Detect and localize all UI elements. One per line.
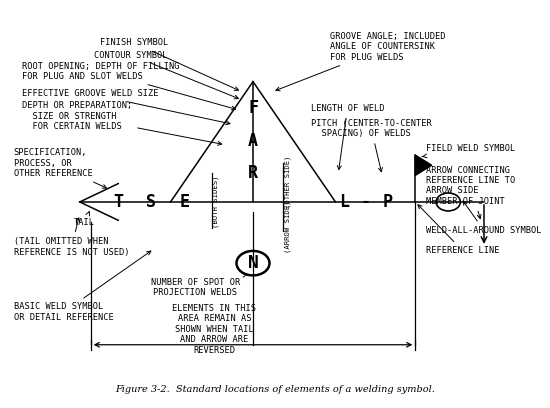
Text: ARROW CONNECTING
REFERENCE LINE TO
ARROW SIDE
MEMBER OF JOINT: ARROW CONNECTING REFERENCE LINE TO ARROW… <box>426 166 515 219</box>
Text: L: L <box>339 193 349 211</box>
Text: A: A <box>248 132 258 150</box>
Text: REFERENCE LINE: REFERENCE LINE <box>418 205 500 255</box>
Text: ROOT OPENING; DEPTH OF FILLING
FOR PLUG AND SLOT WELDS: ROOT OPENING; DEPTH OF FILLING FOR PLUG … <box>22 62 235 110</box>
Text: CONTOUR SYMBOL: CONTOUR SYMBOL <box>94 51 238 99</box>
Text: LENGTH OF WELD: LENGTH OF WELD <box>311 104 384 170</box>
Polygon shape <box>415 155 432 175</box>
Text: ELEMENTS IN THIS
AREA REMAIN AS
SHOWN WHEN TAIL
AND ARROW ARE
REVERSED: ELEMENTS IN THIS AREA REMAIN AS SHOWN WH… <box>173 304 256 355</box>
Text: E: E <box>179 193 189 211</box>
Text: P: P <box>383 193 393 211</box>
Text: (BOTH SIDES): (BOTH SIDES) <box>213 176 219 228</box>
Text: FIELD WELD SYMBOL: FIELD WELD SYMBOL <box>422 144 515 158</box>
Text: S: S <box>146 193 156 211</box>
Text: Figure 3-2.  Standard locations of elements of a welding symbol.: Figure 3-2. Standard locations of elemen… <box>115 385 435 394</box>
Text: -: - <box>361 193 371 211</box>
Text: PITCH (CENTER-TO-CENTER
  SPACING) OF WELDS: PITCH (CENTER-TO-CENTER SPACING) OF WELD… <box>311 119 432 172</box>
Text: BASIC WELD SYMBOL
OR DETAIL REFERENCE: BASIC WELD SYMBOL OR DETAIL REFERENCE <box>14 251 151 322</box>
Text: DEPTH OR PREPARATION;
  SIZE OR STRENGTH
  FOR CERTAIN WELDS: DEPTH OR PREPARATION; SIZE OR STRENGTH F… <box>22 101 222 145</box>
Text: FINISH SYMBOL: FINISH SYMBOL <box>100 38 239 91</box>
Text: GROOVE ANGLE; INCLUDED
ANGLE OF COUNTERSINK
FOR PLUG WELDS: GROOVE ANGLE; INCLUDED ANGLE OF COUNTERS… <box>276 32 446 91</box>
Text: R: R <box>248 164 258 182</box>
Text: SPECIFICATION,
PROCESS, OR
OTHER REFERENCE: SPECIFICATION, PROCESS, OR OTHER REFEREN… <box>14 148 107 188</box>
Text: (OTHER SIDE): (OTHER SIDE) <box>284 155 291 208</box>
Text: TAIL: TAIL <box>74 212 95 227</box>
Text: (TAIL OMITTED WHEN
REFERENCE IS NOT USED): (TAIL OMITTED WHEN REFERENCE IS NOT USED… <box>14 218 129 257</box>
Text: EFFECTIVE GROOVE WELD SIZE: EFFECTIVE GROOVE WELD SIZE <box>22 89 230 125</box>
Text: WELD-ALL-AROUND SYMBOL: WELD-ALL-AROUND SYMBOL <box>426 201 542 235</box>
Text: (ARROW SIDE): (ARROW SIDE) <box>284 200 291 253</box>
Text: NUMBER OF SPOT OR
PROJECTION WELDS: NUMBER OF SPOT OR PROJECTION WELDS <box>151 273 246 297</box>
Text: N: N <box>248 254 258 272</box>
Text: T: T <box>113 193 123 211</box>
Text: F: F <box>248 99 258 117</box>
